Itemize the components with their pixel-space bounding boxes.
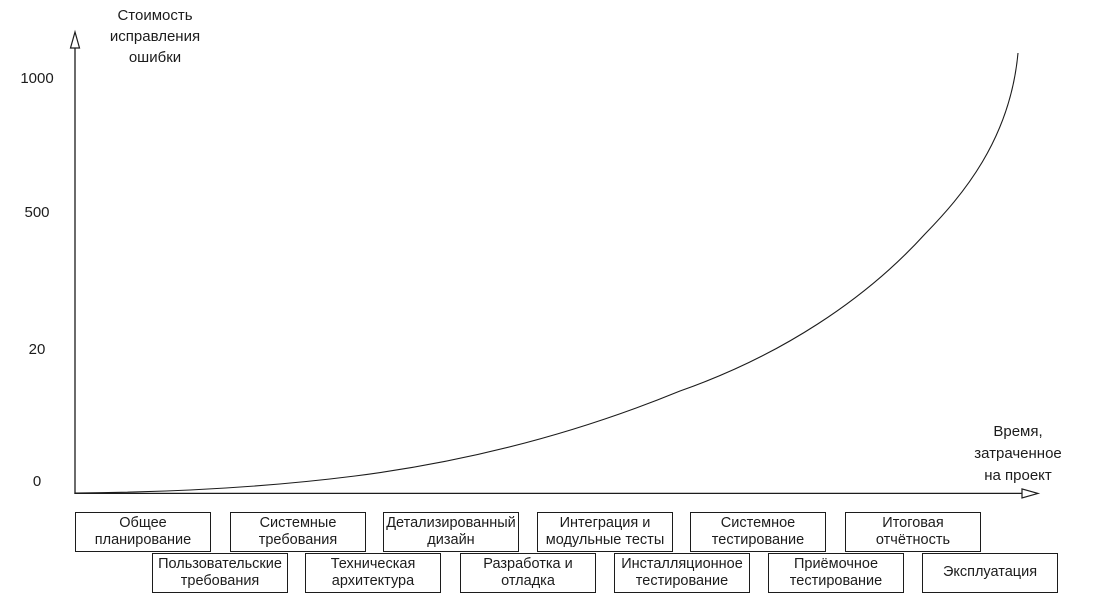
x-axis-title-line: на проект xyxy=(984,467,1052,484)
phase-label: Системное тестирование xyxy=(711,514,805,549)
phase-box-row2-3: Разработка и отладка xyxy=(460,553,596,593)
cost-curve xyxy=(74,52,1019,494)
phase-box-row2-6: Эксплуатация xyxy=(922,553,1058,593)
phase-box-row2-4: Инсталляционное тестирование xyxy=(614,553,750,593)
y-axis-title-line: ошибки xyxy=(128,49,182,66)
y-axis-title: Стоимость исправления ошибки xyxy=(75,5,235,68)
y-axis-title-line: Стоимость xyxy=(117,7,193,24)
phase-box-row1-3: Детализированный дизайн xyxy=(383,512,519,552)
phase-box-row1-5: Системное тестирование xyxy=(690,512,826,552)
phase-box-row2-5: Приёмочное тестирование xyxy=(768,553,904,593)
y-tick-label-0: 0 xyxy=(32,473,42,490)
y-tick-label-20: 20 xyxy=(28,341,46,358)
phase-label: Разработка и отладка xyxy=(483,555,573,590)
y-axis-arrow-icon xyxy=(69,29,81,49)
phase-label: Приёмочное тестирование xyxy=(789,555,883,590)
x-axis-arrow-icon xyxy=(1021,488,1041,499)
phase-box-row1-4: Интеграция и модульные тесты xyxy=(537,512,673,552)
y-tick-label-1000: 1000 xyxy=(20,70,54,87)
phase-label: Инсталляционное тестирование xyxy=(621,555,743,590)
phase-label: Техническая архитектура xyxy=(330,555,416,590)
phase-box-row2-2: Техническая архитектура xyxy=(305,553,441,593)
y-tick-label-500: 500 xyxy=(24,204,50,221)
phase-label: Пользовательские требования xyxy=(158,555,282,590)
phase-label: Интеграция и модульные тесты xyxy=(545,514,665,549)
phase-label: Общее планирование xyxy=(94,514,192,549)
y-axis-title-line: исправления xyxy=(109,28,201,45)
phase-label: Эксплуатация xyxy=(942,564,1038,581)
phase-box-row2-1: Пользовательские требования xyxy=(152,553,288,593)
x-axis-title-line: затраченное xyxy=(974,445,1062,462)
phase-box-row1-6: Итоговая отчётность xyxy=(845,512,981,552)
x-axis-title-line: Время, xyxy=(993,423,1043,440)
phase-box-row1-2: Системные требования xyxy=(230,512,366,552)
x-axis-title: Время, затраченное на проект xyxy=(938,421,1098,487)
phase-label: Детализированный дизайн xyxy=(386,514,516,549)
phase-box-row1-1: Общее планирование xyxy=(75,512,211,552)
phase-label: Итоговая отчётность xyxy=(875,514,951,549)
phase-label: Системные требования xyxy=(258,514,338,549)
